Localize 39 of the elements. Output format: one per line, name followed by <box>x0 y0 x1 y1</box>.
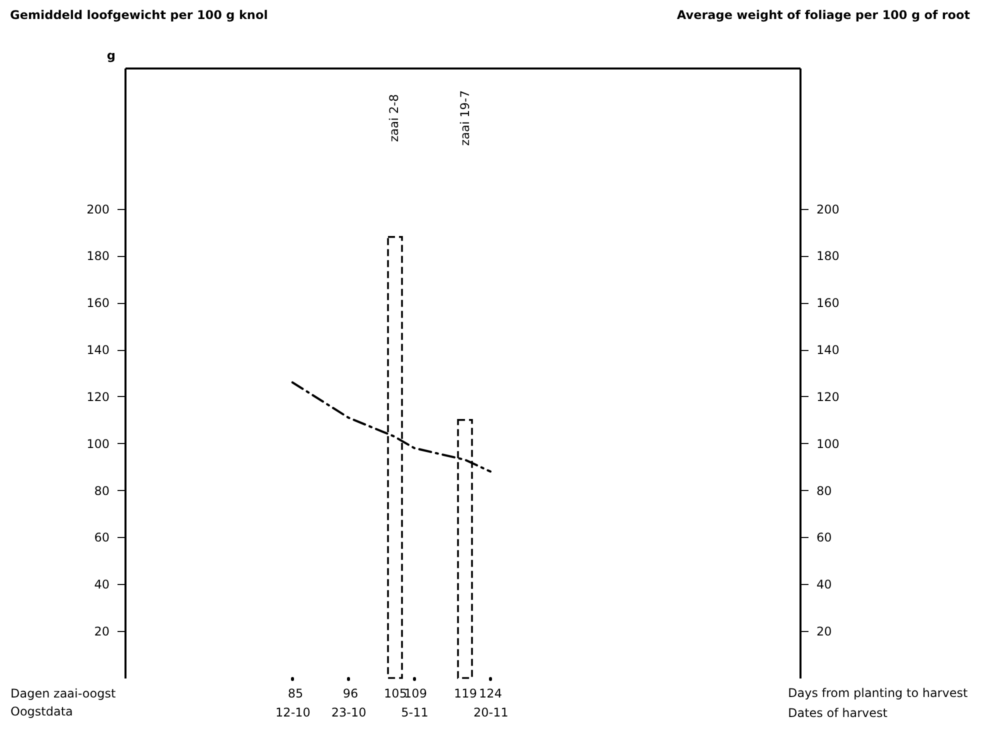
y2-tick-label: 20 <box>816 624 832 639</box>
y2-tick-label: 140 <box>816 343 840 358</box>
y-tick-label: 40 <box>94 578 110 592</box>
y2-tick-label: 160 <box>816 296 840 310</box>
y-tick-label: 200 <box>86 202 110 216</box>
x-tick-label: 124 <box>479 686 502 700</box>
x-tick-label: 105 <box>384 686 407 700</box>
x2-tick-label: 23-10 <box>331 706 366 720</box>
chart-title: Gemiddeld loofgewicht per 100 g knol <box>10 8 268 22</box>
x2-tick-label: 12-10 <box>276 706 310 720</box>
y2-tick-label: 120 <box>816 390 840 404</box>
y-tick-label: 20 <box>94 624 110 639</box>
annotation: zaai 19-7 <box>458 90 472 146</box>
text: Dates of harvest <box>788 706 888 720</box>
y-tick-label: 140 <box>86 343 110 358</box>
y-tick-label: 160 <box>86 296 110 310</box>
x2-axis-title: Oogstdata <box>10 704 73 718</box>
x-tick-label: 96 <box>342 686 358 700</box>
text: Average weight of foliage per 100 g of root <box>676 8 970 22</box>
x2-tick-label: 5-11 <box>401 706 428 720</box>
x-tick-label: 109 <box>404 686 427 700</box>
y-tick-label: 80 <box>94 484 110 498</box>
x-axis-title: Dagen zaai-oogst <box>10 686 116 700</box>
text: Days from planting to harvest <box>788 686 968 700</box>
y2-tick-label: 80 <box>816 484 832 498</box>
y2-tick-label: 40 <box>816 578 832 592</box>
y2-tick-label: 100 <box>816 436 840 451</box>
y-tick-label: 120 <box>86 390 110 404</box>
y-axis-title: g <box>106 48 116 62</box>
y2-tick-label: 180 <box>816 249 840 264</box>
annotation: zaai 2-8 <box>386 94 401 142</box>
y-tick-label: 60 <box>94 530 110 545</box>
x-tick-label: 119 <box>454 686 477 700</box>
x-tick-label: 85 <box>288 686 304 700</box>
y2-tick-label: 200 <box>816 202 840 216</box>
y2-tick-label: 60 <box>816 530 832 545</box>
y-tick-label: 100 <box>86 436 110 451</box>
y-tick-label: 180 <box>86 249 110 264</box>
x2-tick-label: 20-11 <box>473 706 508 720</box>
